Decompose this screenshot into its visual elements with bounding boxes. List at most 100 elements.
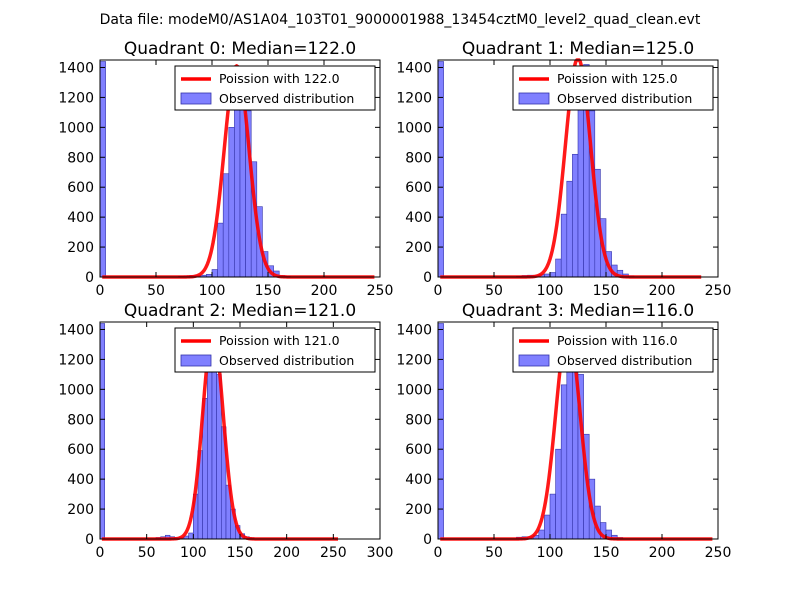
legend-bar-label: Observed distribution (557, 353, 692, 368)
legend: Poission with 116.0 Observed distribution (512, 327, 714, 373)
legend-fit-label: Poission with 116.0 (557, 333, 678, 348)
x-tick-label: 100 (537, 283, 564, 299)
y-tick-label: 1200 (58, 90, 94, 106)
y-tick-label: 1200 (396, 90, 432, 106)
axes-frame (99, 59, 381, 278)
panel-title: Quadrant 3: Median=116.0 (462, 301, 694, 321)
x-tick-label: 50 (485, 545, 503, 561)
y-tick-label: 600 (405, 442, 432, 458)
quadrant-2-panel: 0 50 100 150 200 250 300 0 200 400 600 800 1000 1200 1… (58, 301, 393, 561)
legend-fit-label: Poission with 121.0 (219, 333, 340, 348)
x-tick-label: 150 (227, 545, 254, 561)
x-tick-label: 250 (705, 545, 732, 561)
y-tick-label: 200 (67, 502, 94, 518)
legend: Poission with 121.0 Observed distribution (174, 327, 376, 373)
y-tick-label: 400 (67, 472, 94, 488)
histogram-bar (544, 514, 551, 540)
x-tick-label: 200 (649, 283, 676, 299)
legend-bar-swatch (180, 92, 212, 105)
x-tick-label: 100 (199, 283, 226, 299)
y-tick-label: 600 (405, 180, 432, 196)
y-tick-label: 1400 (396, 60, 432, 76)
x-tick-label: 200 (311, 283, 338, 299)
legend-bar-swatch (518, 354, 550, 367)
y-tick-label: 800 (405, 412, 432, 428)
x-tick-label: 0 (434, 545, 443, 561)
legend-bar-swatch (180, 354, 212, 367)
y-tick-label: 400 (405, 472, 432, 488)
y-tick-label: 1000 (396, 120, 432, 136)
histogram-bar (572, 153, 579, 278)
x-tick-label: 300 (367, 545, 394, 561)
x-tick-label: 150 (593, 283, 620, 299)
x-tick-label: 50 (147, 283, 165, 299)
panel-title: Quadrant 1: Median=125.0 (462, 39, 694, 59)
legend-bar-swatch (518, 92, 550, 105)
y-tick-label: 400 (405, 210, 432, 226)
y-tick-label: 1400 (58, 322, 94, 338)
x-tick-label: 250 (367, 283, 394, 299)
histogram-bar (538, 529, 545, 540)
histogram-bar (437, 323, 444, 540)
y-tick-label: 1200 (396, 352, 432, 368)
quadrant-3-panel: 0 50 100 150 200 250 0 200 400 600 800 1000 1200 1400… (396, 301, 731, 561)
histogram-bar (566, 180, 573, 278)
x-tick-label: 250 (705, 283, 732, 299)
legend: Poission with 122.0 Observed distribution (174, 65, 376, 111)
histogram-bar (549, 272, 556, 278)
x-tick-label: 100 (180, 545, 207, 561)
x-tick-label: 50 (485, 283, 503, 299)
y-tick-label: 200 (405, 240, 432, 256)
histogram-bar (222, 173, 230, 278)
histogram-bar (555, 448, 562, 540)
y-tick-label: 800 (67, 150, 94, 166)
y-tick-label: 800 (405, 150, 432, 166)
histogram-bar (188, 532, 194, 540)
histogram-bar (437, 61, 444, 278)
legend-bar-label: Observed distribution (557, 91, 692, 106)
y-tick-label: 1000 (396, 382, 432, 398)
legend-fit-label: Poission with 125.0 (557, 71, 678, 86)
y-tick-label: 0 (423, 532, 432, 548)
y-tick-label: 200 (405, 502, 432, 518)
y-tick-label: 1000 (58, 120, 94, 136)
panel-title: Quadrant 0: Median=122.0 (124, 39, 356, 59)
x-tick-label: 200 (649, 545, 676, 561)
y-tick-label: 1200 (58, 352, 94, 368)
x-tick-label: 100 (537, 545, 564, 561)
y-tick-label: 600 (67, 442, 94, 458)
histogram-bar (228, 127, 235, 278)
x-tick-label: 250 (320, 545, 347, 561)
y-tick-label: 1400 (396, 322, 432, 338)
y-tick-label: 600 (67, 180, 94, 196)
histogram-bar (99, 61, 106, 278)
histogram-bar (560, 384, 568, 540)
x-tick-label: 0 (96, 545, 105, 561)
quadrant-1-panel: 0 50 100 150 200 250 0 200 400 600 800 1000 1200 1400… (396, 39, 731, 299)
legend-bar-label: Observed distribution (219, 91, 354, 106)
y-tick-label: 1000 (58, 382, 94, 398)
histogram-bar (555, 258, 562, 278)
x-tick-label: 150 (593, 545, 620, 561)
histogram-bar (560, 213, 568, 278)
x-tick-label: 50 (138, 545, 156, 561)
x-tick-label: 0 (434, 283, 443, 299)
histogram-bar (99, 323, 105, 540)
legend: Poission with 125.0 Observed distribution (512, 65, 714, 111)
y-tick-label: 200 (67, 240, 94, 256)
legend-box (512, 65, 714, 111)
axes-frame (437, 321, 719, 540)
x-tick-label: 0 (96, 283, 105, 299)
histogram-bar (211, 269, 218, 278)
x-tick-label: 150 (255, 283, 282, 299)
legend-fit-label: Poission with 122.0 (219, 71, 340, 86)
histogram-bar (217, 222, 224, 278)
y-tick-label: 1400 (58, 60, 94, 76)
y-tick-label: 0 (423, 270, 432, 286)
axes-frame (437, 59, 719, 278)
y-tick-label: 0 (85, 532, 94, 548)
y-tick-label: 0 (85, 270, 94, 286)
histogram-bar (207, 356, 213, 540)
x-tick-label: 200 (273, 545, 300, 561)
